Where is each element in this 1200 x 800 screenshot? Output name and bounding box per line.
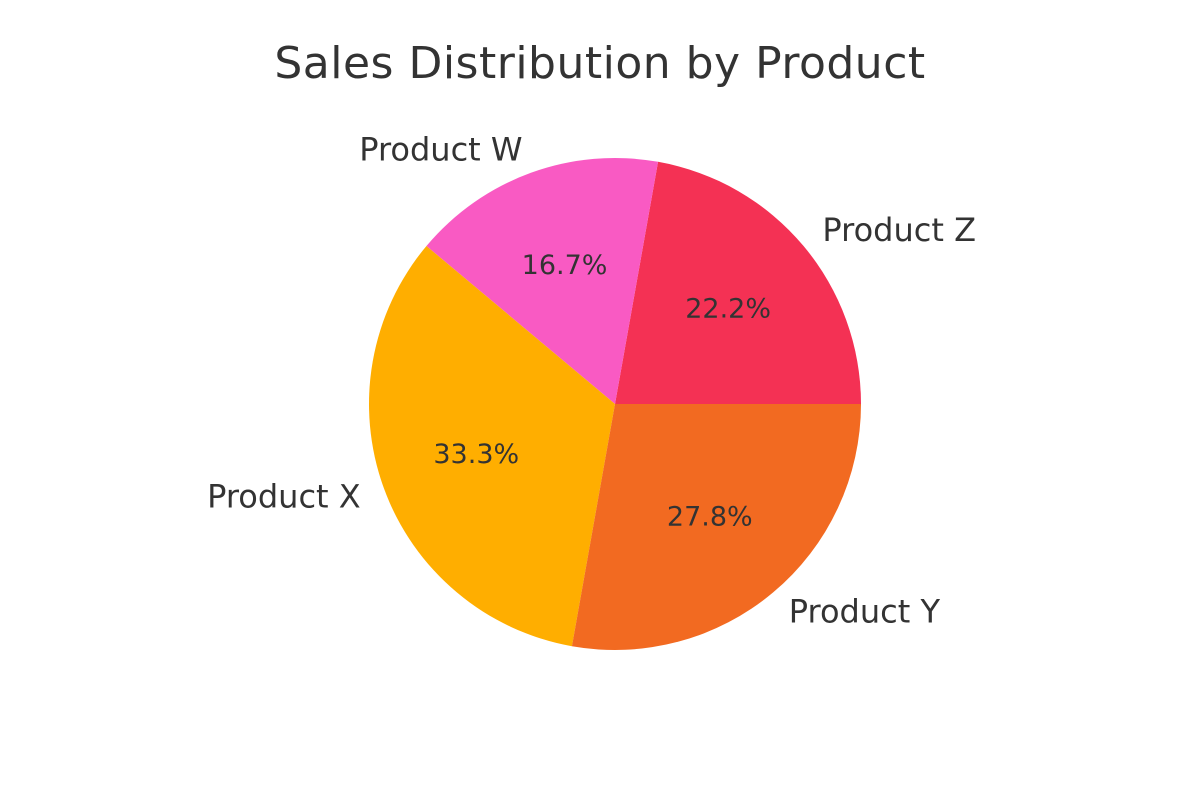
slice-name-labels: Product Z Product W Product X Product Y [207, 131, 976, 631]
percent-label-product-z: 22.2% [685, 294, 771, 325]
slice-label-product-x: Product X [207, 477, 361, 515]
pie-slice-product-z [615, 161, 861, 404]
percent-label-product-y: 27.8% [667, 502, 753, 533]
slice-label-product-w: Product W [359, 131, 522, 169]
chart-title: Sales Distribution by Product [274, 38, 926, 89]
pie-slice-product-y [571, 404, 861, 650]
percent-label-product-x: 33.3% [433, 439, 519, 470]
percent-label-product-w: 16.7% [522, 250, 608, 281]
pie-slices [369, 158, 861, 650]
pie-slice-product-w [426, 158, 659, 404]
percent-labels: 22.2% 16.7% 33.3% 27.8% [433, 250, 771, 533]
pie-slice-product-x [369, 246, 615, 647]
slice-label-product-y: Product Y [789, 592, 941, 630]
slice-label-product-z: Product Z [822, 211, 976, 249]
